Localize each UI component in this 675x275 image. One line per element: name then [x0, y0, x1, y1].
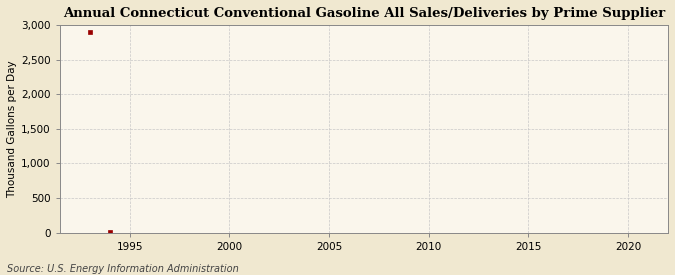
Y-axis label: Thousand Gallons per Day: Thousand Gallons per Day — [7, 60, 17, 198]
Title: Annual Connecticut Conventional Gasoline All Sales/Deliveries by Prime Supplier: Annual Connecticut Conventional Gasoline… — [63, 7, 665, 20]
Text: Source: U.S. Energy Information Administration: Source: U.S. Energy Information Administ… — [7, 264, 238, 274]
